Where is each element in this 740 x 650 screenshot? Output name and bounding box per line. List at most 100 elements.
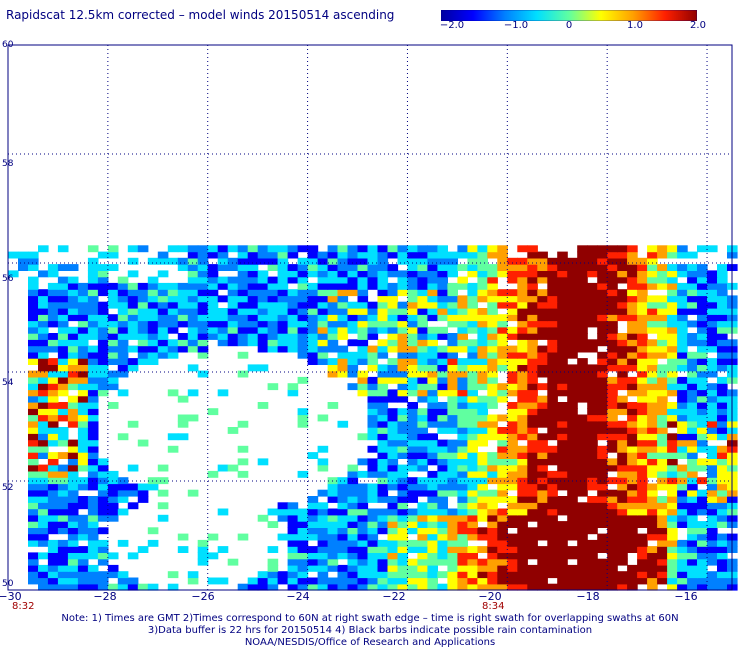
wind-cell — [177, 314, 189, 322]
wind-cell — [657, 546, 668, 553]
wind-cell — [597, 583, 608, 591]
wind-cell — [57, 345, 69, 353]
wind-cell — [467, 376, 478, 384]
wind-cell — [407, 383, 418, 391]
wind-cell — [597, 508, 608, 516]
wind-cell — [677, 282, 688, 290]
wind-cell — [497, 527, 508, 535]
wind-cell — [327, 546, 339, 553]
wind-cell — [707, 345, 718, 353]
wind-cell — [517, 539, 528, 547]
wind-cell — [647, 320, 658, 328]
wind-cell — [97, 301, 109, 309]
wind-cell — [587, 345, 598, 353]
wind-cell — [57, 383, 69, 391]
wind-cell — [427, 571, 438, 579]
wind-cell — [147, 257, 159, 265]
wind-cell — [717, 389, 728, 397]
wind-cell — [57, 402, 69, 409]
wind-cell — [567, 333, 578, 340]
wind-cell — [437, 295, 448, 303]
wind-cell — [137, 546, 149, 553]
wind-cell — [257, 270, 269, 278]
wind-cell — [537, 458, 548, 466]
wind-cell — [317, 558, 329, 566]
wind-cell — [607, 433, 618, 441]
wind-cell — [437, 345, 448, 353]
wind-cell — [57, 571, 69, 579]
wind-cell — [597, 420, 608, 428]
wind-cell — [667, 527, 678, 535]
wind-cell — [707, 276, 718, 284]
wind-cell — [667, 383, 678, 391]
wind-cell — [377, 389, 389, 397]
wind-cell — [357, 502, 369, 510]
wind-cell — [527, 245, 538, 253]
wind-cell — [477, 408, 488, 416]
wind-cell — [357, 358, 369, 365]
wind-cell — [487, 496, 498, 503]
wind-cell — [577, 558, 588, 566]
wind-cell — [177, 533, 189, 541]
wind-cell — [97, 458, 109, 466]
wind-cell — [517, 558, 528, 566]
wind-cell — [527, 439, 538, 447]
wind-cell — [307, 295, 319, 303]
wind-cell — [327, 326, 339, 334]
note-line: Note: 1) Times are GMT 2)Times correspon… — [61, 613, 679, 624]
wind-cell — [297, 264, 309, 271]
wind-cell — [437, 539, 448, 547]
wind-cell — [647, 370, 658, 378]
wind-cell — [607, 245, 618, 253]
wind-cell — [497, 496, 508, 503]
wind-cell — [57, 389, 69, 397]
wind-cell — [297, 308, 309, 315]
wind-cell — [327, 564, 339, 572]
wind-cell — [297, 339, 309, 347]
wind-cell — [687, 433, 698, 441]
wind-cell — [377, 433, 389, 441]
wind-cell — [487, 270, 498, 278]
wind-cell — [517, 571, 528, 579]
wind-cell — [697, 276, 708, 284]
wind-cell — [67, 376, 79, 384]
wind-cell — [397, 533, 409, 541]
wind-cell — [667, 402, 678, 409]
wind-cell — [617, 445, 628, 453]
wind-cell — [487, 276, 498, 284]
wind-cell — [617, 395, 628, 403]
wind-cell — [107, 402, 119, 409]
wind-cell — [77, 514, 89, 522]
wind-cell — [417, 301, 428, 309]
wind-cell — [417, 420, 428, 428]
wind-cell — [217, 295, 229, 303]
wind-cell — [67, 414, 79, 422]
wind-cell — [427, 383, 438, 391]
wind-cell — [527, 326, 538, 334]
wind-cell — [377, 257, 389, 265]
wind-cell — [347, 527, 359, 535]
wind-cell — [38, 408, 49, 416]
wind-cell — [617, 427, 628, 434]
wind-cell — [87, 577, 99, 585]
wind-cell — [67, 345, 79, 353]
wind-cell — [717, 496, 728, 503]
wind-cell — [547, 546, 558, 553]
wind-cell — [267, 558, 279, 566]
wind-cell — [577, 583, 588, 591]
wind-cell — [517, 546, 528, 553]
wind-cell — [297, 470, 309, 478]
wind-cell — [237, 370, 249, 378]
wind-cell — [647, 464, 658, 472]
wind-cell — [97, 583, 109, 591]
colorbar-tick: −2.0 — [439, 20, 465, 31]
wind-cell — [537, 314, 548, 322]
wind-cell — [28, 508, 39, 516]
wind-cell — [117, 308, 129, 315]
wind-cell — [167, 301, 179, 309]
wind-cell — [307, 282, 319, 290]
wind-cell — [607, 427, 618, 434]
wind-cell — [487, 402, 498, 409]
wind-cell — [697, 301, 708, 309]
wind-cell — [397, 314, 409, 322]
